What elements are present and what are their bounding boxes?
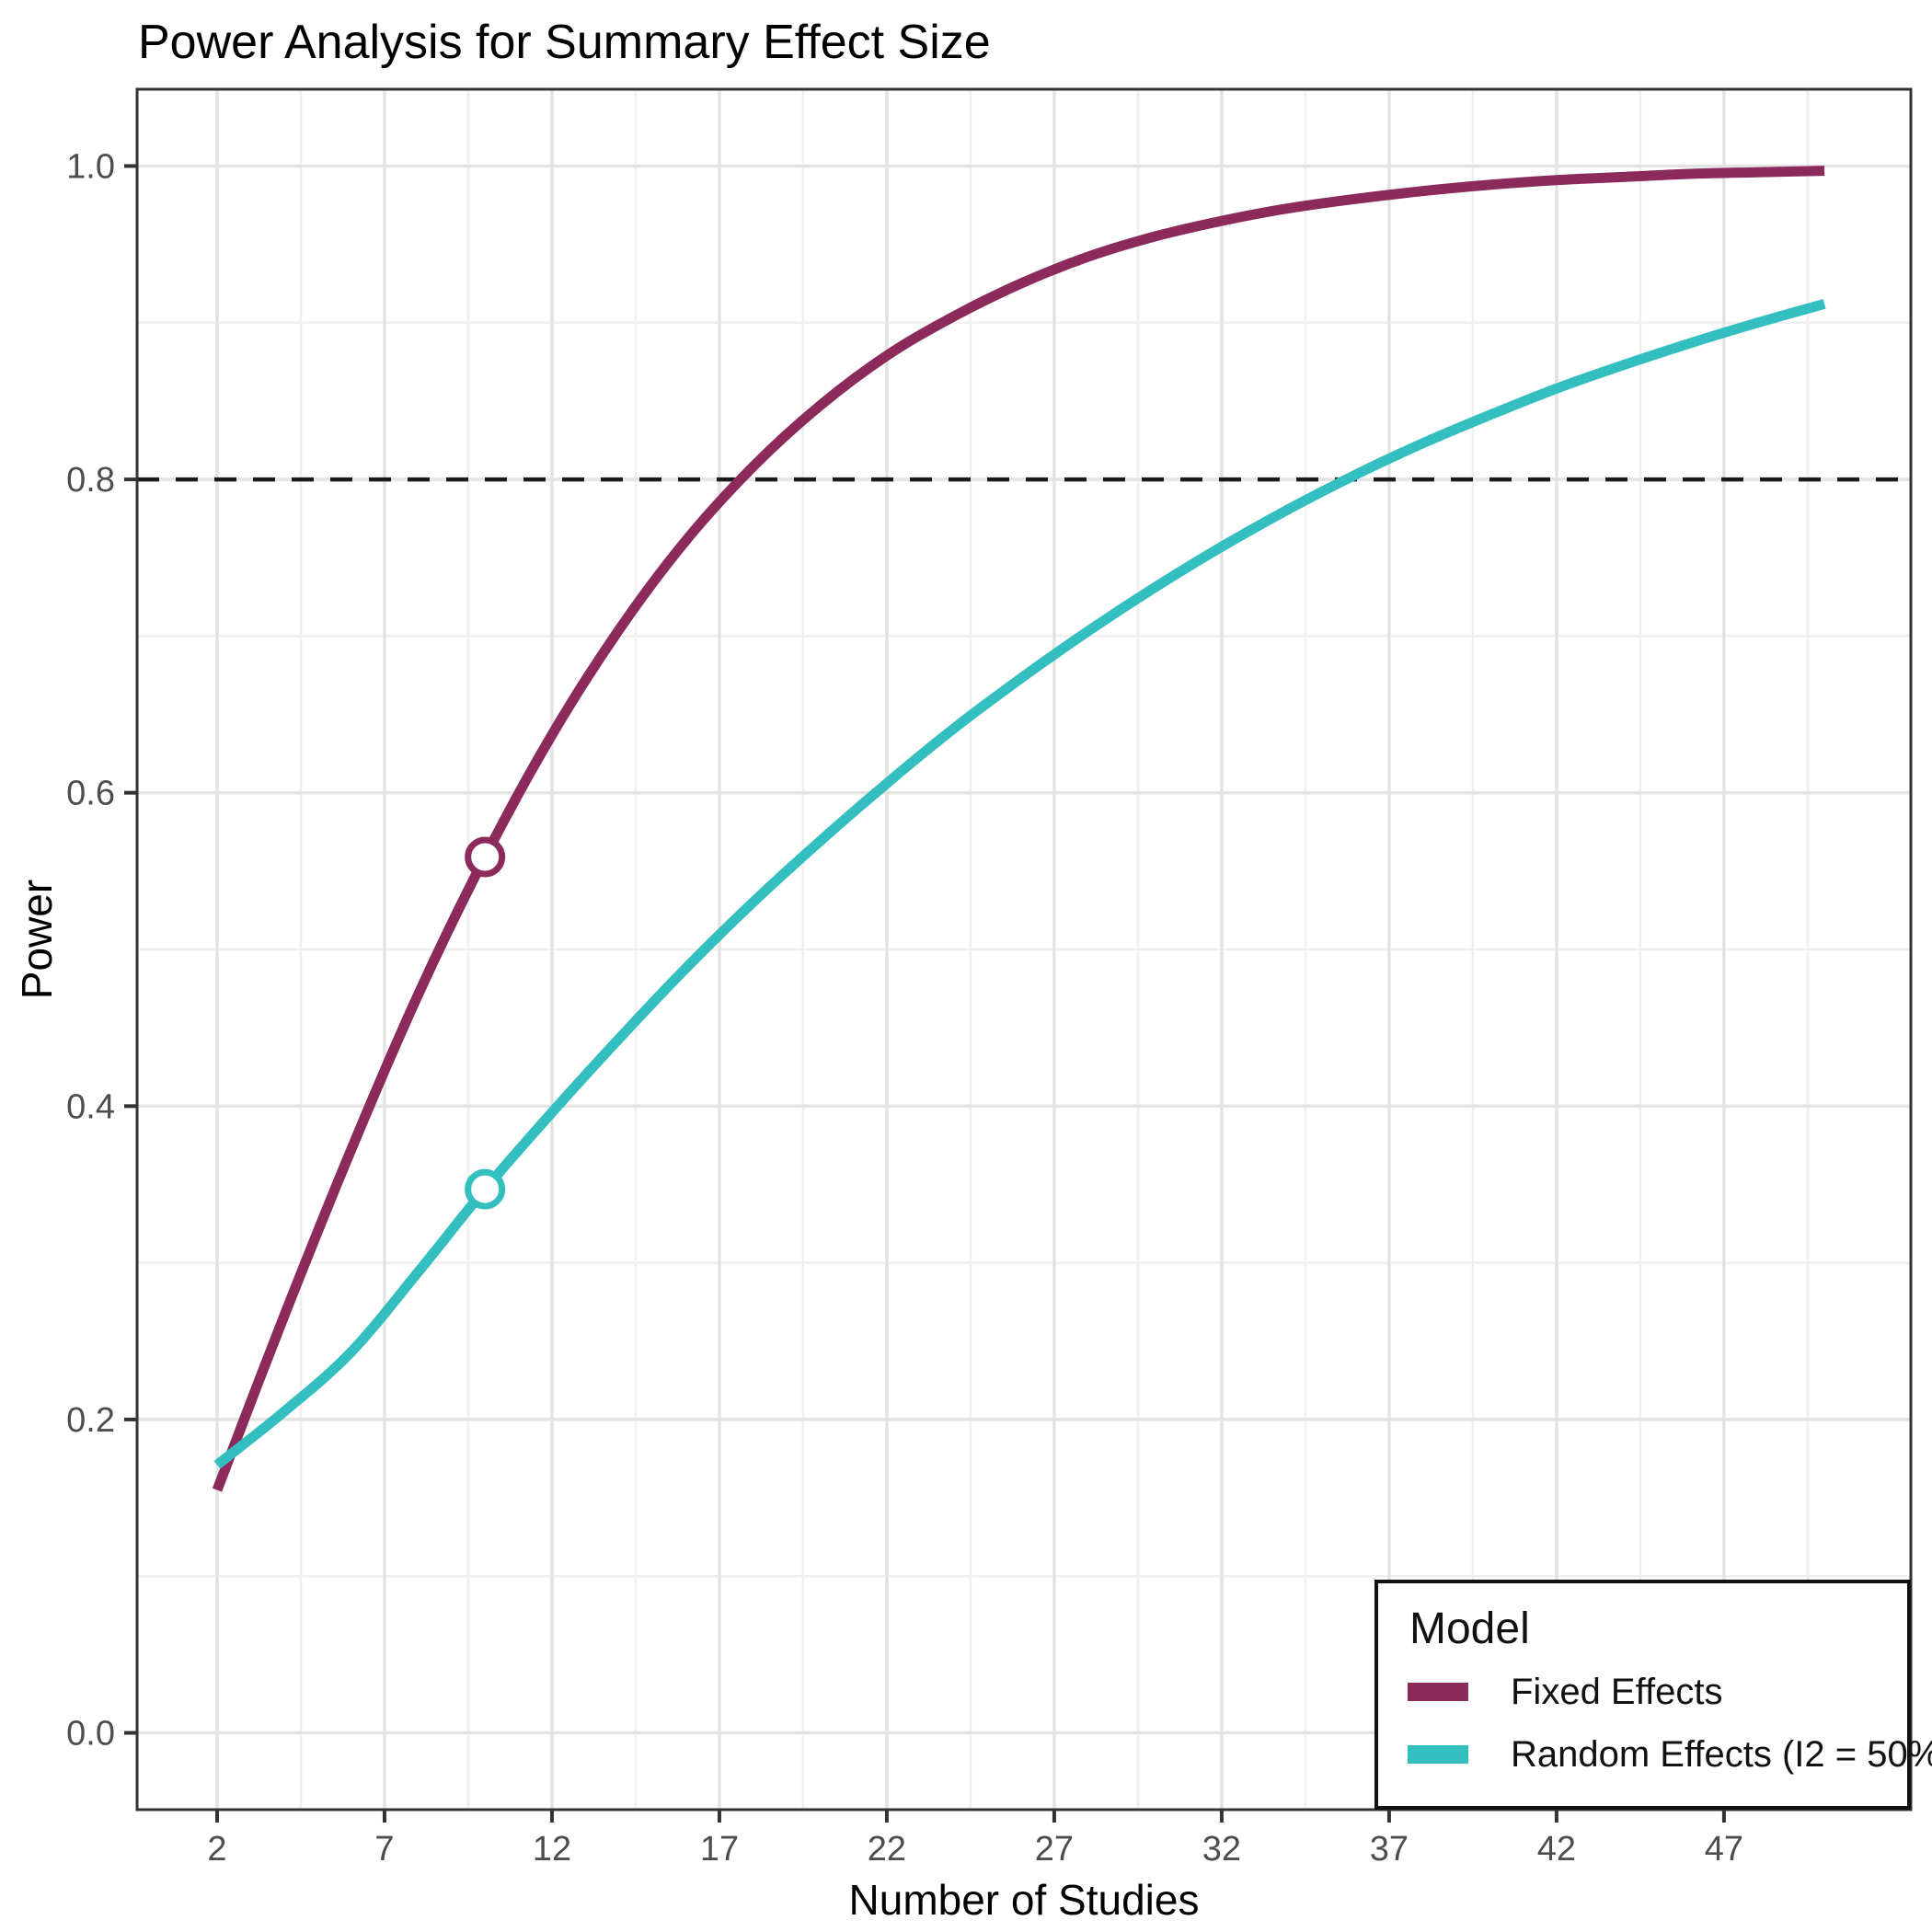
y-tick-label: 0.8: [66, 461, 115, 500]
highlight-marker-random-effects-i2-50: [465, 1168, 506, 1210]
x-tick-label: 12: [533, 1830, 571, 1869]
x-tick-label: 47: [1705, 1830, 1743, 1869]
legend-item-label: Random Effects (I2 = 50%): [1511, 1733, 1932, 1775]
y-tick-label: 1.0: [66, 147, 115, 186]
x-axis-title: Number of Studies: [848, 1876, 1200, 1924]
highlight-marker-fixed-effects: [465, 836, 506, 878]
legend-box: Model Fixed Effects Random Effects (I2 = …: [1374, 1580, 1932, 1810]
x-tick-label: 17: [700, 1830, 739, 1869]
x-tick-label: 2: [207, 1830, 226, 1869]
x-tick-label: 27: [1035, 1830, 1074, 1869]
panel-border: [135, 87, 1913, 1811]
legend-title: Model: [1409, 1604, 1530, 1653]
y-tick-label: 0.2: [66, 1401, 115, 1440]
legend-item-label: Fixed Effects: [1511, 1671, 1723, 1712]
legend-item: Random Effects (I2 = 50%): [1408, 1723, 1932, 1786]
legend-key-swatch: [1408, 1745, 1468, 1764]
series-line-fixed-effects: [212, 166, 1825, 1492]
x-tick-label: 7: [374, 1830, 394, 1869]
legend-key-swatch: [1408, 1683, 1468, 1701]
x-tick-label: 22: [868, 1830, 906, 1869]
y-axis-title: Power: [13, 879, 61, 1000]
chart-title: Power Analysis for Summary Effect Size: [138, 16, 991, 69]
legend-item: Fixed Effects: [1408, 1661, 1900, 1723]
x-tick-label: 32: [1202, 1830, 1241, 1869]
y-tick-label: 0.6: [66, 775, 115, 813]
y-tick-label: 0.4: [66, 1087, 115, 1126]
x-tick-label: 37: [1370, 1830, 1409, 1869]
x-tick-label: 42: [1537, 1830, 1576, 1869]
y-tick-label: 0.0: [66, 1715, 115, 1754]
